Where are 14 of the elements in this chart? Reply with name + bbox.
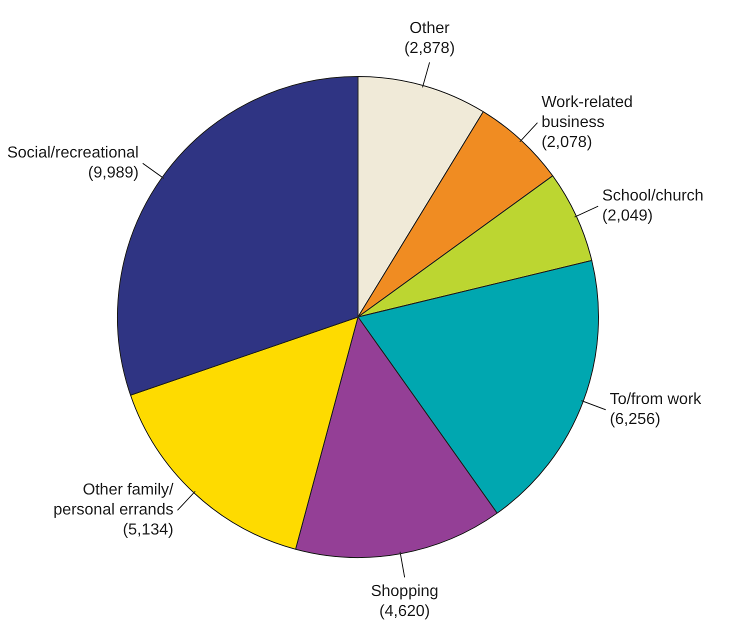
data-label: (2,078) [541, 134, 592, 152]
data-label: (2,878) [404, 40, 455, 57]
slice-label: Social/recreational [7, 144, 139, 162]
data-label: (5,134) [122, 522, 174, 539]
data-label: (6,256) [610, 411, 660, 428]
slice-label: Other [410, 20, 450, 37]
slice-label: Shopping [370, 582, 438, 600]
data-label: (4,620) [379, 602, 430, 620]
data-label: (9,989) [88, 164, 139, 182]
slice-label: Other family/ personal errands [53, 482, 174, 519]
slice-label: Work-related business [541, 94, 633, 132]
slice-label: To/from work [610, 391, 702, 408]
data-label: (2,049) [602, 208, 653, 225]
slice-label: School/church [602, 188, 704, 205]
